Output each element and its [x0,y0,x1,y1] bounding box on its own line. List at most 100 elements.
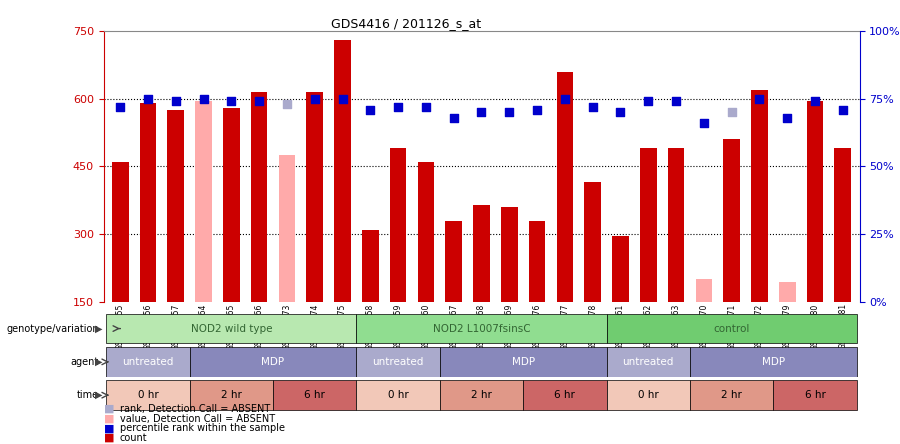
Bar [418,162,434,302]
Text: ■: ■ [104,404,114,414]
Point [363,106,377,113]
Point [252,98,266,105]
Bar [607,313,857,344]
Bar [473,205,490,302]
Bar [356,313,607,344]
Bar [390,148,407,302]
Bar [556,71,573,302]
Bar [223,108,239,302]
Bar [834,148,851,302]
Text: control: control [714,324,750,333]
Bar [440,347,607,377]
Bar [362,230,379,302]
Point [113,103,128,111]
Text: rank, Detection Call = ABSENT: rank, Detection Call = ABSENT [120,404,270,414]
Point [641,98,655,105]
Point [140,95,155,102]
Text: 0 hr: 0 hr [388,390,409,400]
Title: GDS4416 / 201126_s_at: GDS4416 / 201126_s_at [331,17,481,30]
Bar [273,380,356,410]
Bar [668,148,684,302]
Bar [640,148,657,302]
Bar [446,221,462,302]
Bar [528,221,545,302]
Bar [690,380,773,410]
Bar [190,380,273,410]
Text: genotype/variation: genotype/variation [6,324,99,333]
Point [446,114,461,121]
Point [224,98,238,105]
Point [752,95,767,102]
Bar [752,90,768,302]
Point [724,109,739,116]
Text: MDP: MDP [262,357,284,367]
Text: value, Detection Call = ABSENT: value, Detection Call = ABSENT [120,413,274,424]
Point [558,95,572,102]
Text: 6 hr: 6 hr [304,390,325,400]
Text: ■: ■ [104,433,114,443]
Bar [356,380,440,410]
Point [613,109,627,116]
Point [808,98,823,105]
Point [586,103,600,111]
Text: ▶: ▶ [95,390,103,400]
Bar [106,347,190,377]
Bar [724,139,740,302]
Point [835,106,850,113]
Text: MDP: MDP [511,357,535,367]
Bar [190,347,356,377]
Bar [607,380,690,410]
Point [697,119,711,127]
Text: agent: agent [71,357,99,367]
Bar [106,380,190,410]
Point [530,106,544,113]
Bar [773,380,857,410]
Text: ▶: ▶ [95,357,103,367]
Point [669,98,683,105]
Text: time: time [76,390,99,400]
Point [168,98,183,105]
Bar [140,103,157,302]
Point [391,103,405,111]
Bar [279,155,295,302]
Bar [806,101,824,302]
Text: NOD2 wild type: NOD2 wild type [191,324,272,333]
Bar [306,92,323,302]
Text: untreated: untreated [623,357,674,367]
Bar [251,92,267,302]
Text: ▶: ▶ [95,324,103,333]
Point [280,101,294,108]
Text: percentile rank within the sample: percentile rank within the sample [120,423,284,433]
Bar [690,347,857,377]
Bar [356,347,440,377]
Text: ■: ■ [104,423,114,433]
Text: 2 hr: 2 hr [721,390,742,400]
Text: untreated: untreated [122,357,174,367]
Bar [501,207,518,302]
Bar [696,279,712,302]
Text: 2 hr: 2 hr [220,390,242,400]
Bar [167,110,184,302]
Bar [106,313,356,344]
Text: untreated: untreated [373,357,424,367]
Point [336,95,350,102]
Point [502,109,517,116]
Bar [612,237,629,302]
Bar [440,380,523,410]
Bar [334,40,351,302]
Text: 2 hr: 2 hr [471,390,492,400]
Point [474,109,489,116]
Text: ■: ■ [104,413,114,424]
Text: NOD2 L1007fsinsC: NOD2 L1007fsinsC [433,324,530,333]
Point [308,95,322,102]
Point [780,114,795,121]
Text: 0 hr: 0 hr [138,390,158,400]
Bar [584,182,601,302]
Text: count: count [120,433,148,443]
Text: 0 hr: 0 hr [638,390,659,400]
Point [196,95,211,102]
Bar [778,281,796,302]
Point [418,103,433,111]
Bar [607,347,690,377]
Bar [195,101,212,302]
